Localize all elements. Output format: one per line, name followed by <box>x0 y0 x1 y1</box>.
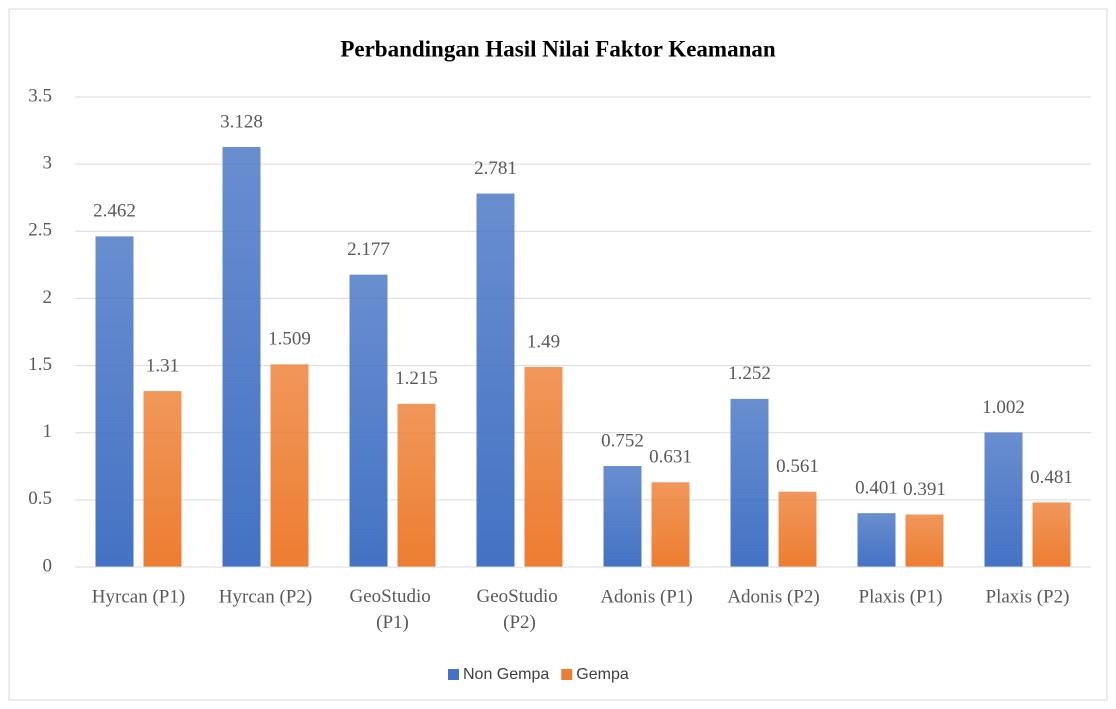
data-label: 2.462 <box>93 201 136 222</box>
x-tick-label: Plaxis (P1) <box>859 586 943 607</box>
bar <box>270 364 309 567</box>
data-label: 2.781 <box>474 158 517 179</box>
legend-label: Non Gempa <box>463 666 549 683</box>
y-tick-label: 2.5 <box>28 220 52 241</box>
y-tick-label: 1.5 <box>28 354 52 375</box>
y-tick-label: 1 <box>43 421 53 442</box>
x-tick-label: GeoStudio (P1) <box>349 586 435 633</box>
data-label: 1.31 <box>146 355 179 376</box>
x-tick-label: GeoStudio (P2) <box>476 586 562 633</box>
bar <box>905 514 944 567</box>
x-tick-label: Adonis (P1) <box>600 586 692 607</box>
bar <box>143 391 182 567</box>
x-tick-label: Hyrcan (P1) <box>92 586 185 607</box>
chart-title: Perbandingan Hasil Nilai Faktor Keamanan <box>340 36 776 61</box>
legend-swatch <box>561 669 573 680</box>
bar <box>476 193 515 567</box>
bar <box>857 513 896 567</box>
chart-border <box>8 8 1108 701</box>
data-label: 1.509 <box>268 329 311 350</box>
data-label: 1.002 <box>982 397 1025 418</box>
bar <box>1032 502 1071 567</box>
data-label: 0.631 <box>649 447 692 468</box>
data-label: 0.391 <box>903 479 946 500</box>
bar <box>651 482 690 567</box>
data-label: 0.561 <box>776 456 819 477</box>
bar <box>95 236 134 568</box>
bar <box>984 432 1023 567</box>
bar <box>778 491 817 567</box>
y-tick-label: 0.5 <box>28 488 52 509</box>
data-label: 1.49 <box>527 331 560 352</box>
bar <box>603 466 642 567</box>
legend-label: Gempa <box>576 666 629 683</box>
bar <box>397 403 436 567</box>
data-label: 0.401 <box>855 478 898 499</box>
y-tick-label: 3 <box>43 153 53 174</box>
x-tick-label: Hyrcan (P2) <box>219 586 312 607</box>
data-label: 3.128 <box>220 111 263 132</box>
data-label: 1.252 <box>728 363 771 384</box>
bar <box>730 398 769 567</box>
x-tick-label: Adonis (P2) <box>727 586 819 607</box>
y-tick-label: 2 <box>43 287 53 308</box>
bar <box>222 146 261 567</box>
data-label: 1.215 <box>395 368 438 389</box>
data-label: 0.481 <box>1030 467 1073 488</box>
bar <box>524 366 563 567</box>
x-tick-label: Plaxis (P2) <box>986 586 1070 607</box>
bar <box>349 274 388 567</box>
data-label: 0.752 <box>601 430 644 451</box>
legend-swatch <box>448 669 459 680</box>
data-label: 2.177 <box>347 239 390 260</box>
y-tick-label: 3.5 <box>28 85 52 106</box>
y-tick-label: 0 <box>43 555 53 576</box>
